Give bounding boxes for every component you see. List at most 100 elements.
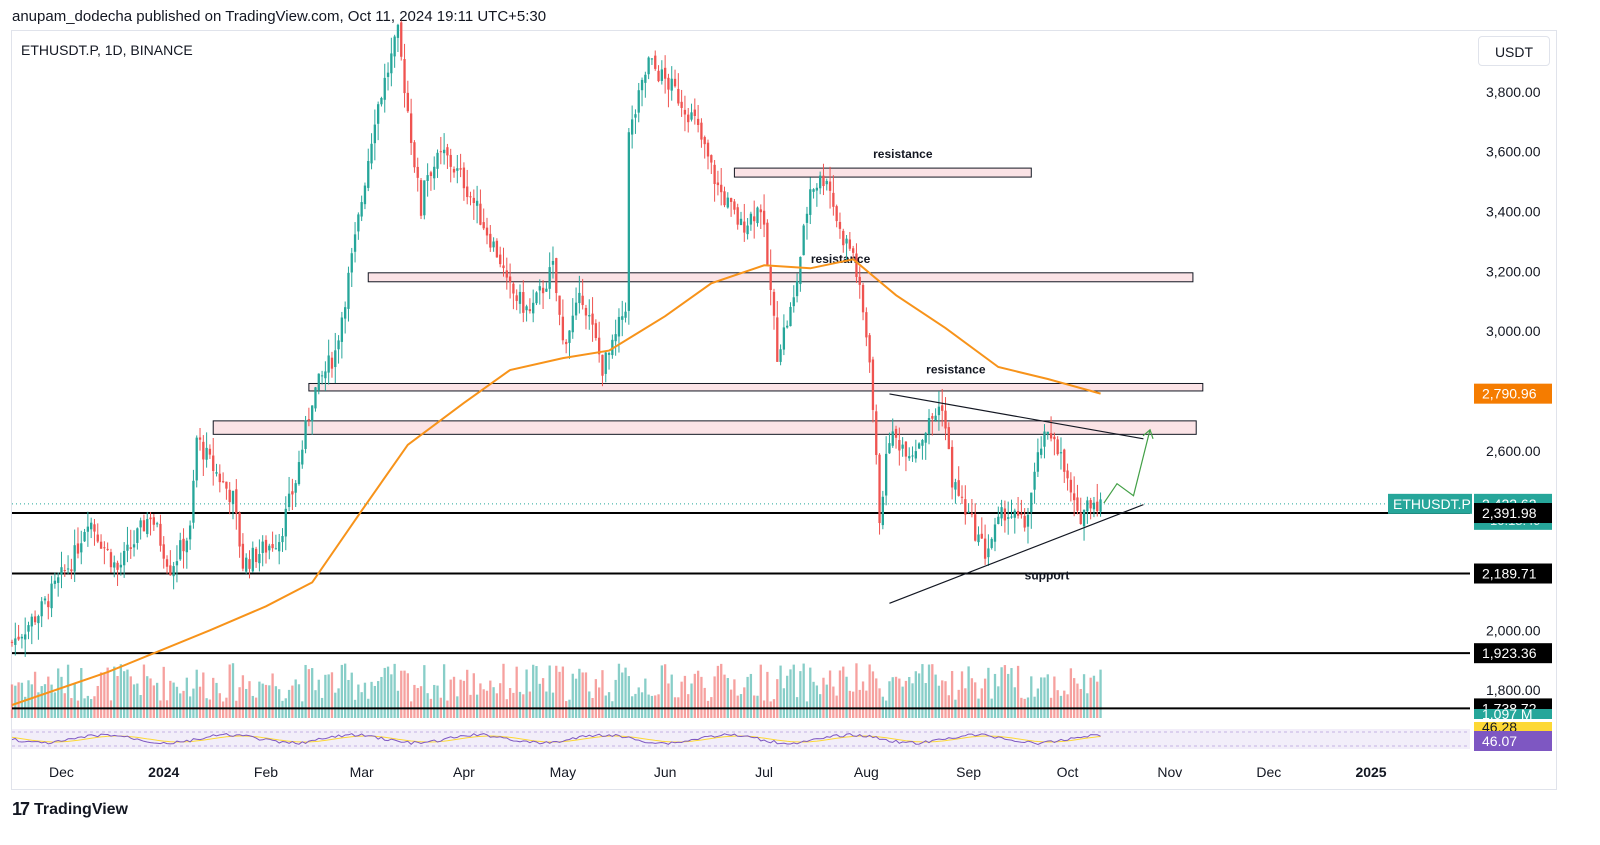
volume-bar — [924, 683, 927, 718]
candle-body — [383, 77, 386, 100]
candle-body — [93, 524, 96, 532]
volume-bar — [522, 694, 525, 718]
candle-body — [828, 181, 832, 191]
candle-body — [373, 124, 377, 144]
candle-body — [555, 258, 558, 294]
volume-bar — [960, 671, 964, 718]
candle-body — [815, 187, 819, 191]
candle-body — [1023, 515, 1026, 528]
candle-body — [706, 142, 710, 157]
candle-body — [185, 540, 188, 553]
volume-bar — [525, 669, 528, 718]
volume-bar — [851, 691, 855, 718]
volume-bar — [139, 695, 142, 718]
volume-bar — [314, 690, 317, 718]
y-tick-label: 3,000.00 — [1486, 323, 1541, 339]
volume-bar — [739, 694, 743, 718]
candle-body — [47, 601, 50, 608]
volume-bar — [499, 683, 502, 718]
candle-body — [842, 230, 845, 246]
volume-bar — [614, 679, 617, 718]
volume-bar — [363, 682, 367, 718]
volume-bar — [337, 688, 340, 718]
volume-bar — [640, 692, 644, 718]
currency-button[interactable]: USDT — [1478, 36, 1550, 66]
volume-bar — [713, 676, 716, 718]
candle-body — [330, 357, 334, 369]
volume-bar — [670, 674, 673, 718]
candle-body — [703, 137, 706, 145]
volume-bar — [970, 678, 974, 718]
candle-body — [126, 544, 129, 551]
candle-body — [386, 72, 390, 77]
candle-body — [245, 557, 248, 572]
candle-body — [370, 143, 373, 164]
volume-bar — [997, 686, 1000, 718]
volume-bar — [617, 663, 621, 718]
volume-bar — [878, 688, 881, 718]
symbol-legend[interactable]: ETHUSDT.P, 1D, BINANCE — [21, 42, 193, 58]
volume-bar — [548, 665, 551, 718]
candle-body — [766, 222, 769, 265]
rsi-value-tag: 46.07 — [1482, 733, 1517, 749]
candle-body — [541, 287, 545, 294]
candle-body — [571, 315, 574, 333]
candle-body — [865, 312, 868, 338]
candle-body — [1079, 512, 1082, 525]
volume-bar — [80, 668, 83, 718]
candle-body — [347, 272, 350, 309]
trendline — [889, 504, 1144, 604]
candle-body — [1076, 497, 1079, 511]
candle-body — [904, 441, 908, 457]
candle-body — [492, 241, 495, 248]
volume-bar — [175, 686, 179, 718]
candle-body — [495, 240, 499, 258]
candle-body — [482, 222, 485, 229]
candle-body — [1010, 516, 1013, 518]
candle-body — [1030, 492, 1033, 513]
candle-body — [601, 354, 604, 376]
volume-bar — [974, 682, 977, 718]
volume-bar — [835, 695, 838, 718]
candle-body — [24, 634, 27, 640]
candle-body — [324, 371, 327, 379]
volume-tag: 1.097 M — [1482, 706, 1533, 722]
candle-body — [1053, 436, 1056, 440]
candle-body — [238, 512, 241, 547]
candle-body — [868, 335, 871, 363]
candle-body — [287, 493, 291, 508]
volume-bar — [911, 683, 914, 718]
candle-body — [545, 288, 548, 292]
candle-body — [1033, 471, 1036, 490]
volume-bar — [202, 672, 205, 718]
candle-body — [673, 78, 677, 87]
volume-bar — [479, 683, 482, 718]
candle-body — [212, 455, 215, 471]
volume-bar — [565, 701, 568, 718]
candle-body — [96, 534, 99, 542]
volume-bar — [941, 680, 944, 718]
candle-body — [660, 69, 663, 81]
candle-body — [241, 543, 245, 569]
volume-bar — [1013, 687, 1016, 718]
volume-bar — [307, 669, 311, 718]
tradingview-brand[interactable]: 17 TradingView — [12, 799, 128, 820]
volume-bar — [855, 663, 858, 718]
y-tick-label: 3,400.00 — [1486, 203, 1541, 219]
candle-body — [518, 291, 522, 304]
volume-bar — [1076, 683, 1079, 718]
volume-bar — [188, 696, 192, 718]
volume-bar — [581, 672, 584, 718]
volume-bar — [908, 677, 911, 718]
volume-bar — [423, 665, 426, 718]
candle-body — [17, 636, 20, 640]
candle-body — [485, 227, 489, 236]
volume-bar — [264, 684, 268, 718]
candle-body — [716, 182, 720, 186]
candle-body — [456, 168, 459, 171]
candle-body — [60, 567, 63, 575]
volume-bar — [231, 663, 235, 718]
candle-body — [215, 472, 218, 474]
candle-body — [403, 59, 406, 94]
